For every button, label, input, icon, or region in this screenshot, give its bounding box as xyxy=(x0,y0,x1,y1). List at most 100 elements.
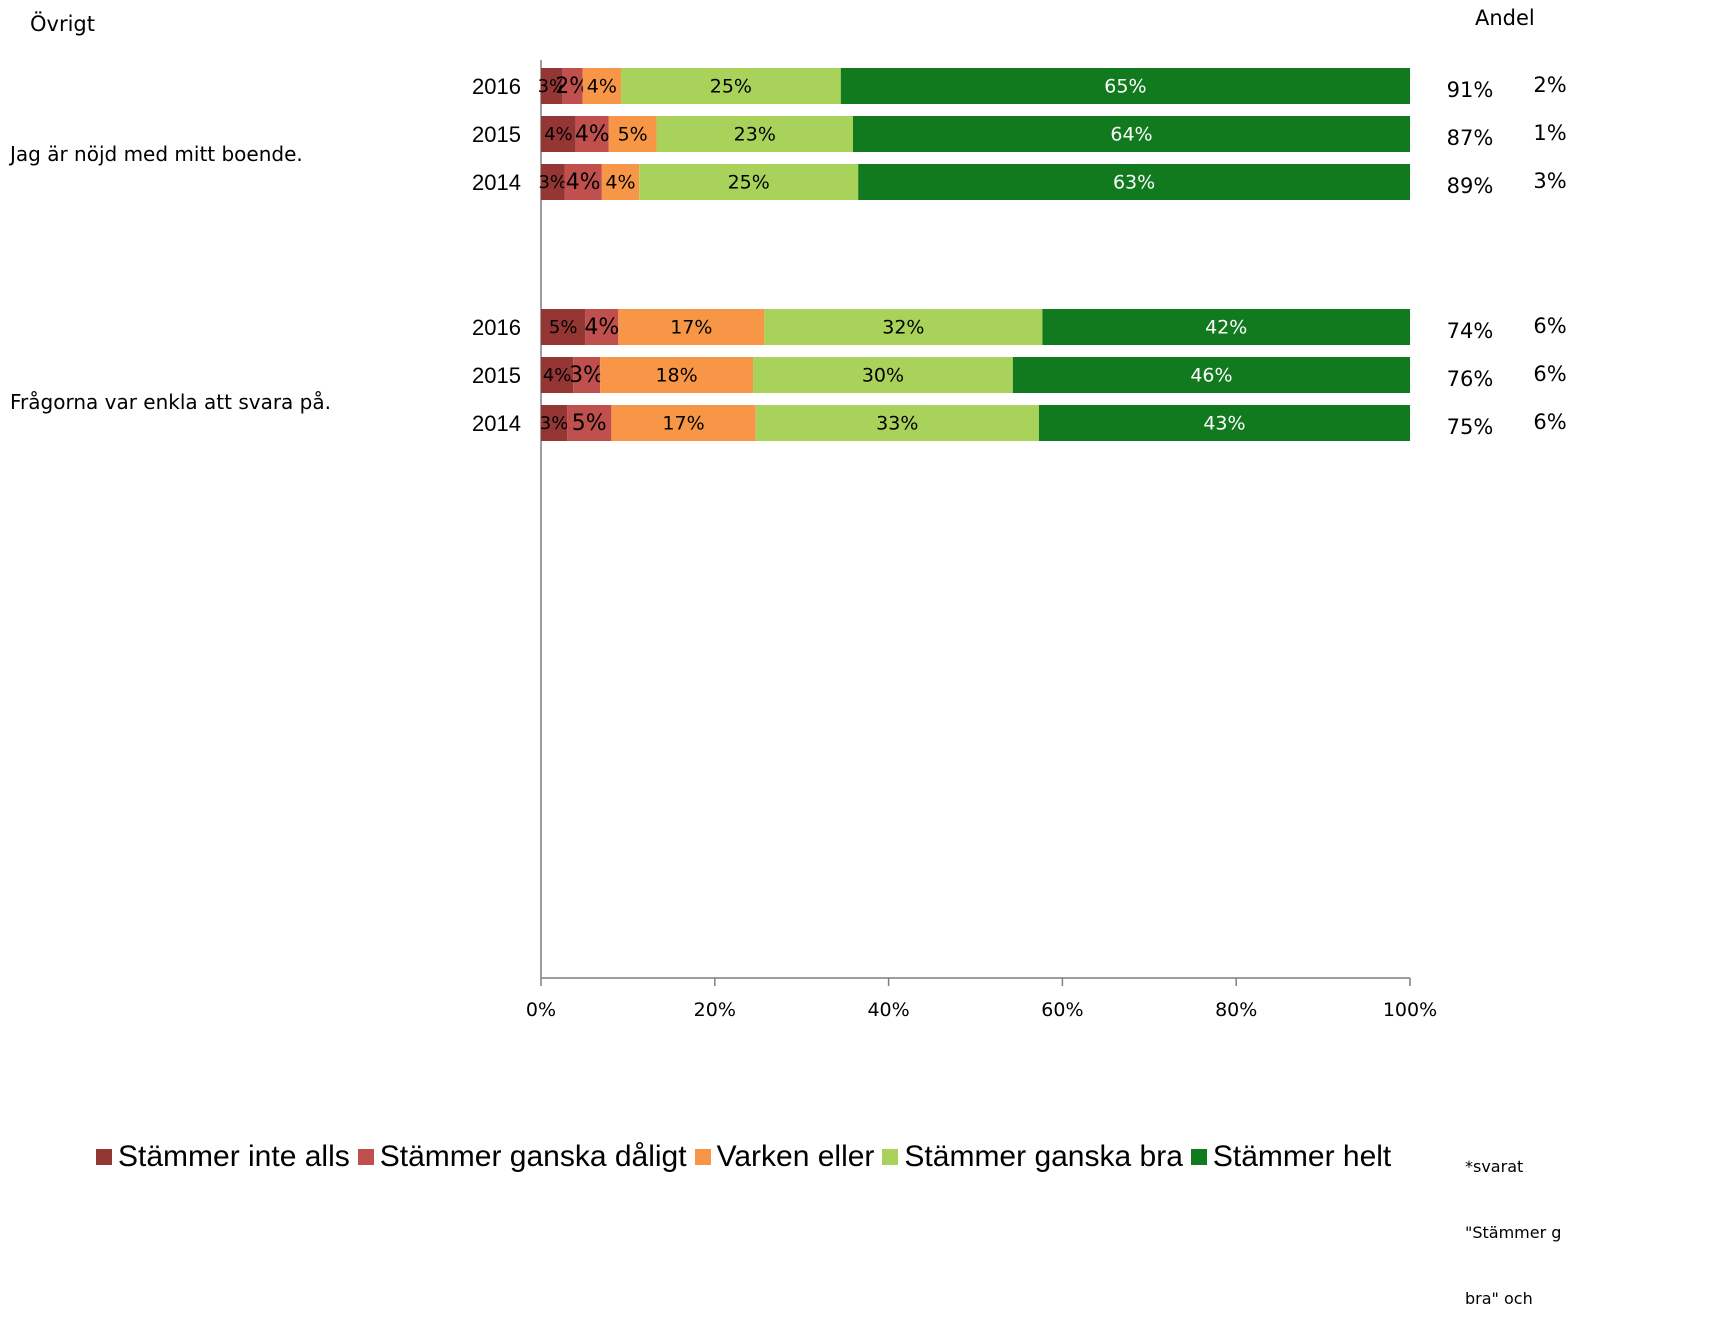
bar-segment xyxy=(1012,357,1410,393)
data-label: 25% xyxy=(710,76,752,98)
andel-value: 75% xyxy=(1447,415,1494,439)
bar-segment xyxy=(764,309,1043,345)
data-label: 5% xyxy=(618,124,648,146)
bar-segment xyxy=(541,116,576,152)
bar-segment xyxy=(564,164,602,200)
footnote: *svarat "Stämmer g bra" och xyxy=(1465,1112,1561,1332)
andel-value: 74% xyxy=(1447,319,1494,343)
data-label: 4% xyxy=(544,124,573,145)
x-tick-label: 0% xyxy=(526,999,556,1021)
data-label: 3% xyxy=(538,76,567,97)
data-label: 4% xyxy=(566,170,601,195)
footnote-line-1: *svarat xyxy=(1465,1157,1524,1176)
legend-swatch xyxy=(882,1149,899,1165)
bar-segment xyxy=(585,309,619,345)
bar-segment xyxy=(575,116,609,152)
year-label: 2014 xyxy=(472,411,521,436)
year-label: 2015 xyxy=(472,363,521,388)
bar-segment xyxy=(858,164,1410,200)
bar-segment xyxy=(600,357,754,393)
legend-item: Stämmer ganska bra xyxy=(882,1140,1183,1174)
x-tick-label: 60% xyxy=(1041,999,1083,1021)
legend-item: Stämmer ganska dåligt xyxy=(357,1140,687,1174)
data-label: 25% xyxy=(728,172,770,194)
andel-value: 76% xyxy=(1447,367,1494,391)
bar-segment xyxy=(639,164,859,200)
andel-value: 91% xyxy=(1447,78,1494,102)
data-label: 17% xyxy=(670,317,712,339)
data-label: 64% xyxy=(1110,124,1152,146)
ovrigt-value: 2% xyxy=(1533,73,1566,97)
data-label: 4% xyxy=(605,172,635,194)
bar-segment xyxy=(1038,405,1410,441)
data-label: 4% xyxy=(587,76,617,98)
legend-swatch xyxy=(357,1149,374,1165)
data-label: 17% xyxy=(662,413,704,435)
question-label-1: Jag är nöjd med mitt boende. xyxy=(10,142,303,166)
andel-value: 87% xyxy=(1447,126,1494,150)
data-label: 46% xyxy=(1190,365,1232,387)
data-label: 32% xyxy=(882,317,924,339)
year-label: 2016 xyxy=(472,315,521,340)
year-label: 2016 xyxy=(472,74,521,99)
bar-segment xyxy=(541,68,563,104)
data-label: 65% xyxy=(1104,76,1146,98)
stacked-bar-chart: 0% 20% 40% 60% 80% 100%2016 3%2%4% 25% 65% 91% 2%2… xyxy=(472,60,1567,1021)
footnote-line-2: "Stämmer g xyxy=(1465,1223,1562,1242)
data-label: 5% xyxy=(572,411,607,436)
x-tick-label: 100% xyxy=(1383,999,1437,1021)
x-tick-label: 40% xyxy=(867,999,909,1021)
legend-label: Stämmer inte alls xyxy=(118,1140,350,1173)
legend-swatch xyxy=(1190,1149,1207,1165)
data-label: 42% xyxy=(1205,317,1247,339)
question-label-2: Frågorna var enkla att svara på. xyxy=(10,390,331,414)
data-label: 43% xyxy=(1203,413,1245,435)
legend-swatch xyxy=(694,1149,711,1165)
data-label: 4% xyxy=(575,122,610,147)
year-label: 2014 xyxy=(472,170,521,195)
data-label: 3% xyxy=(538,172,567,193)
bar-segment xyxy=(541,405,568,441)
legend-label: Stämmer ganska dåligt xyxy=(379,1140,687,1173)
data-label: 5% xyxy=(549,317,578,338)
data-label: 3% xyxy=(540,413,569,434)
bar-segment xyxy=(656,116,853,152)
bar-segment xyxy=(541,357,574,393)
andel-value: 89% xyxy=(1447,174,1494,198)
year-label: 2015 xyxy=(472,122,521,147)
bar-segment xyxy=(573,357,601,393)
bar-segment xyxy=(541,164,565,200)
chart-legend: Stämmer inte alls Stämmer ganska dåligt Va… xyxy=(96,1140,1399,1174)
bar-segment xyxy=(618,309,765,345)
bar-segment xyxy=(852,116,1410,152)
x-tick-label: 20% xyxy=(694,999,736,1021)
ovrigt-value: 6% xyxy=(1533,410,1566,434)
bar-segment xyxy=(601,164,640,200)
ovrigt-value: 6% xyxy=(1533,314,1566,338)
bar-segment xyxy=(608,116,657,152)
data-label: 3% xyxy=(569,363,604,388)
ovrigt-value: 1% xyxy=(1533,121,1566,145)
data-label: 18% xyxy=(655,365,697,387)
data-label: 23% xyxy=(734,124,776,146)
bar-segment xyxy=(755,405,1039,441)
data-label: 30% xyxy=(862,365,904,387)
legend-item: Varken eller xyxy=(694,1140,875,1174)
section-title: Övrigt xyxy=(30,12,95,36)
bar-segment xyxy=(541,309,586,345)
legend-label: Stämmer helt xyxy=(1212,1140,1392,1173)
x-tick-label: 80% xyxy=(1215,999,1257,1021)
bar-segment xyxy=(620,68,841,104)
bar-segment xyxy=(753,357,1013,393)
data-label: 4% xyxy=(584,315,619,340)
ovrigt-value: 6% xyxy=(1533,362,1566,386)
legend-item: Stämmer helt xyxy=(1190,1140,1392,1174)
legend-label: Stämmer ganska bra xyxy=(904,1140,1183,1173)
legend-label: Varken eller xyxy=(716,1140,875,1173)
bar-segment xyxy=(611,405,756,441)
legend-item: Stämmer inte alls xyxy=(96,1140,350,1174)
data-label: 63% xyxy=(1113,172,1155,194)
bar-segment xyxy=(1042,309,1410,345)
legend-swatch xyxy=(96,1149,112,1165)
andel-header: Andel xyxy=(1475,6,1535,30)
